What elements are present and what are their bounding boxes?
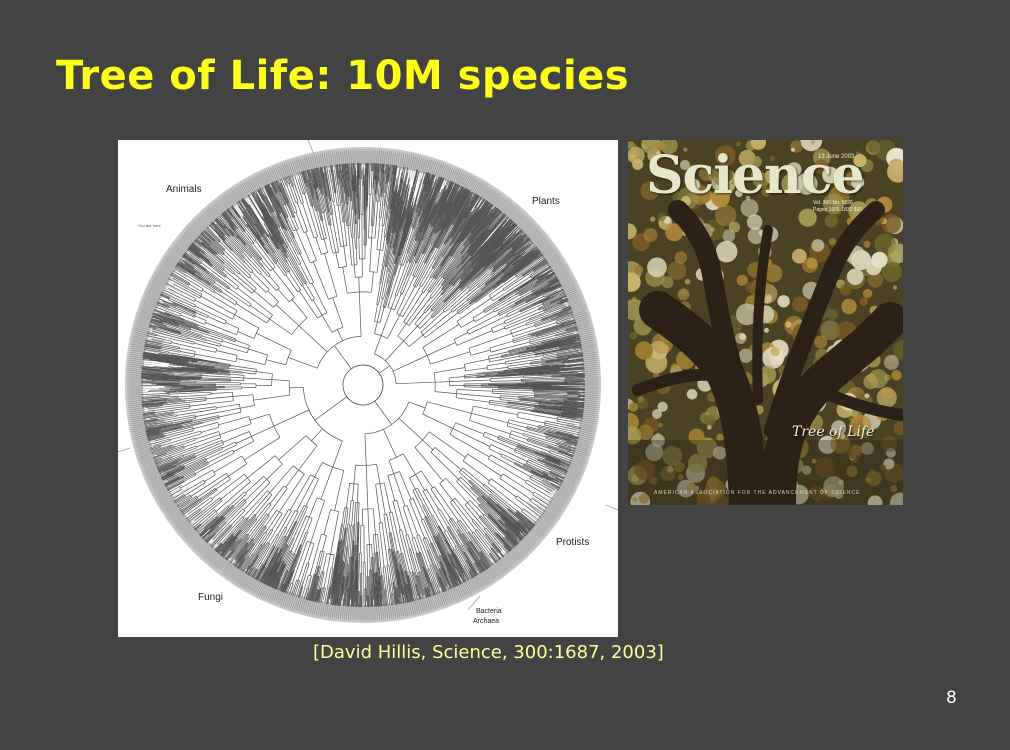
cover-issue-info: Vol. 300 No. 5626 Pages 1605-1832 $10: [813, 200, 862, 213]
label-animals: Animals: [166, 184, 202, 195]
cover-issue-line: Pages 1605-1832 $10: [813, 206, 863, 213]
label-plants: Plants: [532, 196, 560, 207]
science-magazine-cover: Science 13 June 2003 Vol. 300 No. 5626 P…: [628, 140, 903, 505]
label-bacteria: Bacteria: [476, 608, 502, 615]
label-you-are-here: You are here: [138, 223, 161, 228]
citation: [David Hillis, Science, 300:1687, 2003]: [313, 642, 664, 663]
cover-caption: Tree of Life: [792, 424, 875, 440]
label-fungi: Fungi: [198, 592, 224, 603]
cover-footer: AMERICAN ASSOCIATION FOR THE ADVANCEMENT…: [654, 490, 861, 496]
slide-title: Tree of Life: 10M species: [56, 53, 630, 99]
circular-phylogeny-diagram: [118, 140, 618, 623]
label-protists: Protists: [556, 537, 590, 548]
page-number: 8: [946, 688, 957, 708]
cover-date: 13 June 2003: [818, 154, 855, 160]
cover-issue-line: Vol. 300 No. 5626: [813, 200, 853, 206]
tree-canopy-photo: [628, 140, 903, 505]
cover-masthead: Science: [646, 145, 865, 206]
tree-of-life-figure: Animals Plants Protists Fungi Bacteria A…: [118, 140, 618, 637]
label-archaea: Archaea: [473, 618, 500, 625]
